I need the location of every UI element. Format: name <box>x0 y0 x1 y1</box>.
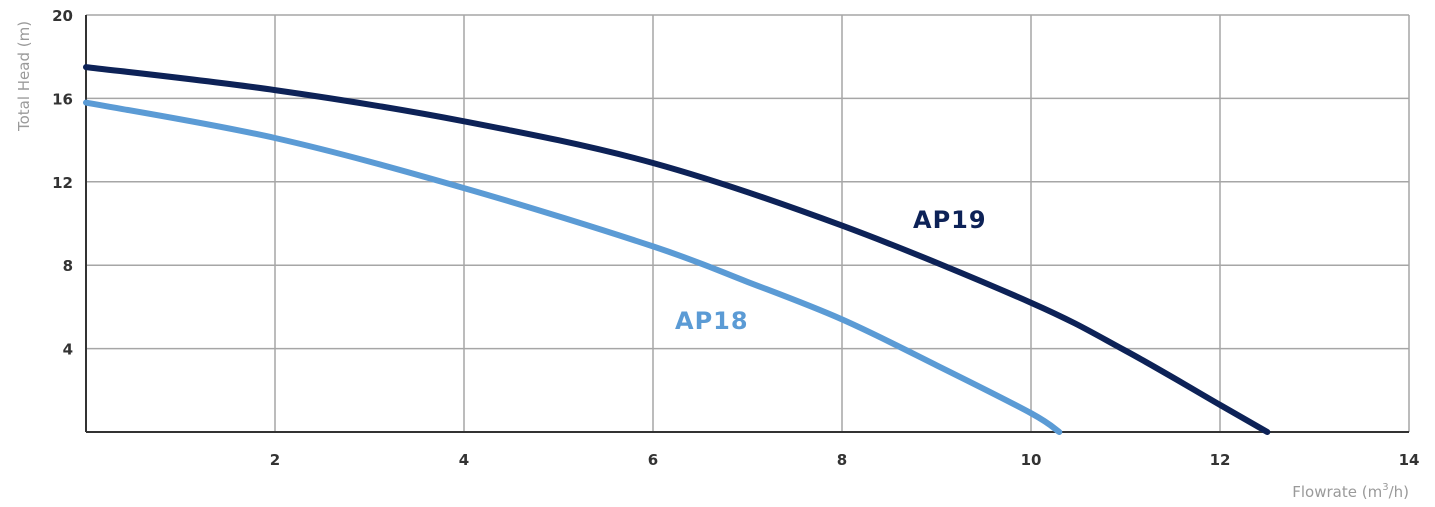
series-line-ap18 <box>83 99 1063 435</box>
x-tick-label-6: 6 <box>648 451 658 469</box>
y-tick-label-4: 4 <box>63 341 73 359</box>
series-label-ap19: AP19 <box>913 206 987 234</box>
y-tick-label-16: 16 <box>52 90 73 108</box>
y-axis-title: Total Head (m) <box>15 21 33 132</box>
series-label-ap18: AP18 <box>675 307 749 335</box>
y-tick-label-8: 8 <box>63 257 73 275</box>
x-axis-title: Flowrate (m3/h) <box>1292 482 1409 501</box>
x-tick-label-4: 4 <box>459 451 469 469</box>
y-tick-label-12: 12 <box>52 174 73 192</box>
x-axis-title-tail: /h) <box>1389 483 1409 501</box>
chart-grid <box>86 14 1410 432</box>
x-tick-label-2: 2 <box>270 451 280 469</box>
chart-series <box>83 64 1271 435</box>
x-axis-title-main: Flowrate (m <box>1292 483 1382 501</box>
x-axis-title-superscript: 3 <box>1382 482 1388 493</box>
chart-tick-labels: 2 4 6 8 10 12 14 4 8 12 16 20 <box>52 7 1419 469</box>
chart-axes <box>85 15 1409 433</box>
x-tick-label-8: 8 <box>837 451 847 469</box>
x-tick-label-10: 10 <box>1021 451 1042 469</box>
series-line-ap19 <box>83 64 1271 435</box>
x-tick-label-14: 14 <box>1399 451 1420 469</box>
y-tick-label-20: 20 <box>52 7 73 25</box>
x-tick-label-12: 12 <box>1210 451 1231 469</box>
